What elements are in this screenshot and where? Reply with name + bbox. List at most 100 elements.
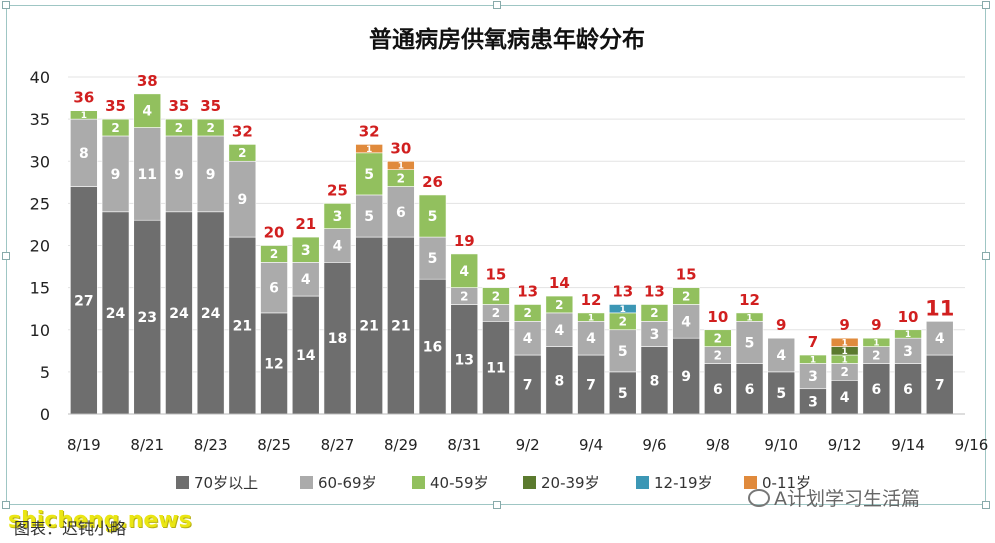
segment-value-label: 1 [81, 111, 87, 121]
x-tick-label: 8/23 [194, 436, 228, 454]
legend-label: 0-11岁 [762, 474, 811, 492]
resize-handle-top-right[interactable] [982, 1, 990, 9]
bar-segment [101, 118, 130, 137]
total-value-label: 13 [644, 282, 665, 300]
segment-value-label: 1 [842, 355, 848, 365]
segment-value-label: 2 [714, 331, 722, 345]
bar-segment [355, 144, 383, 154]
total-value-label: 10 [707, 308, 728, 326]
segment-value-label: 13 [455, 352, 474, 368]
bar-segment [418, 194, 447, 238]
bar-segment [387, 186, 415, 238]
segment-value-label: 2 [397, 171, 405, 185]
y-tick-label: 40 [30, 68, 50, 87]
segment-value-label: 2 [238, 146, 246, 160]
bar-segment [228, 144, 257, 162]
segment-value-label: 9 [174, 167, 184, 183]
segment-value-label: 5 [364, 167, 374, 183]
x-tick-label: 8/31 [447, 436, 481, 454]
bar-segment [133, 127, 162, 221]
total-value-label: 26 [422, 173, 443, 191]
image-caption: 图表：迟钝小略 [14, 519, 127, 538]
total-value-label: 9 [839, 316, 849, 334]
legend-swatch [744, 476, 757, 489]
bar-segment [894, 329, 922, 339]
x-tick-label: 8/29 [384, 436, 418, 454]
segment-value-label: 8 [650, 373, 660, 389]
bar-segment [70, 110, 98, 120]
total-value-label: 30 [390, 139, 411, 157]
y-tick-label: 15 [30, 279, 50, 298]
segment-value-label: 2 [619, 315, 627, 329]
segment-value-label: 8 [79, 146, 89, 162]
total-value-label: 21 [295, 215, 316, 233]
bar-segment [387, 236, 415, 415]
bar-segment [608, 304, 637, 314]
resize-handle-left[interactable] [2, 252, 10, 260]
segment-value-label: 2 [682, 289, 690, 303]
watermark: shicheng.news [8, 508, 192, 533]
segment-value-label: 16 [423, 340, 442, 356]
segment-value-label: 1 [366, 145, 372, 155]
segment-value-label: 4 [840, 390, 850, 406]
bar-segment [133, 219, 162, 415]
bar-segment [577, 321, 605, 356]
resize-handle-bottom[interactable] [493, 501, 501, 509]
legend: 70岁以上 60-69岁 40-59岁 20-39岁 12-19岁 0-11岁 [176, 474, 811, 492]
segment-value-label: 2 [650, 306, 658, 320]
bar-segment [513, 354, 542, 415]
bar-segment [323, 203, 352, 229]
total-value-label: 19 [454, 232, 475, 250]
bar-segment [355, 194, 383, 238]
bar-segment [704, 329, 732, 347]
bar-segment [101, 211, 130, 415]
segment-value-label: 5 [428, 209, 438, 225]
segment-value-label: 4 [301, 272, 311, 288]
legend-label: 60-69岁 [318, 474, 377, 492]
segment-value-label: 21 [359, 319, 378, 335]
x-tick-label: 9/6 [642, 436, 666, 454]
segment-value-label: 6 [269, 281, 279, 297]
segment-value-label: 4 [554, 323, 564, 339]
segment-value-label: 4 [459, 264, 469, 280]
total-value-label: 32 [359, 122, 380, 140]
segment-value-label: 7 [586, 378, 596, 394]
resize-handle-top-left[interactable] [2, 1, 10, 9]
bar-segment [165, 118, 193, 137]
resize-handle-right[interactable] [982, 252, 990, 260]
segment-value-label: 9 [111, 167, 121, 183]
total-value-label: 9 [776, 316, 786, 334]
segment-value-label: 3 [650, 327, 660, 343]
segment-value-label: 4 [935, 331, 945, 347]
segment-value-label: 4 [333, 239, 343, 255]
legend-swatch [523, 476, 536, 489]
segment-value-label: 2 [270, 247, 278, 261]
brand-text: A计划学习生活篇 [774, 488, 920, 510]
x-tick-label: 8/27 [321, 436, 355, 454]
bar-segment [70, 118, 98, 187]
segment-value-label: 1 [746, 313, 752, 323]
segment-value-label: 1 [842, 347, 848, 357]
total-value-label: 38 [137, 72, 158, 90]
segment-value-label: 5 [618, 386, 628, 402]
bar-segment [323, 262, 352, 415]
segment-value-label: 2 [840, 365, 848, 379]
bar-segment [196, 118, 225, 137]
resize-handle-bottom-left[interactable] [2, 501, 10, 509]
resize-handle-bottom-right[interactable] [982, 501, 990, 509]
segment-value-label: 6 [713, 382, 723, 398]
bar-segment [291, 262, 320, 297]
bar-segment [735, 312, 764, 322]
bar-segment [925, 354, 954, 415]
bar-segment [672, 304, 700, 339]
total-value-label: 15 [676, 266, 697, 284]
segment-value-label: 2 [714, 348, 722, 362]
segment-value-label: 11 [486, 361, 505, 377]
segment-value-label: 4 [523, 331, 533, 347]
segment-value-label: 1 [620, 305, 626, 315]
segment-value-label: 24 [106, 306, 126, 322]
segment-value-label: 24 [169, 306, 189, 322]
resize-handle-top[interactable] [493, 1, 501, 9]
